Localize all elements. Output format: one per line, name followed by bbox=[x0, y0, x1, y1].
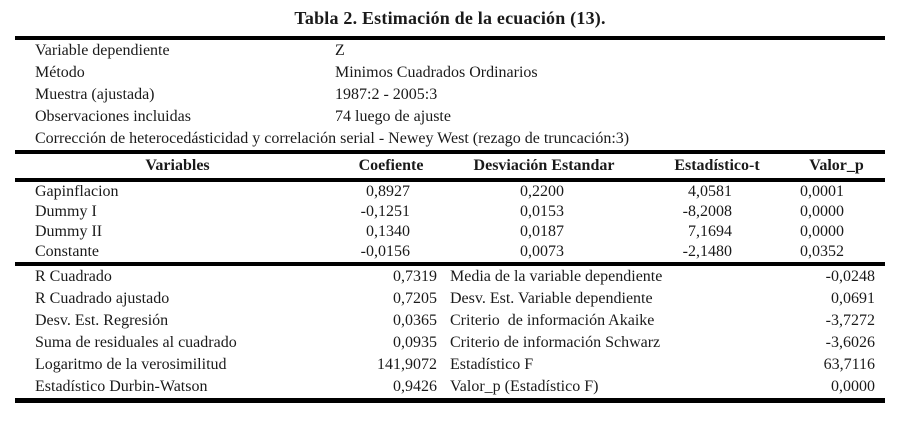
table-row-constante: Constante -0,0156 0,0073 -2,1480 0,0352 bbox=[15, 242, 885, 262]
cell-std-error: 0,0073 bbox=[520, 243, 564, 260]
cell-std-error: 0,0187 bbox=[520, 223, 564, 240]
rule-below-header bbox=[15, 178, 885, 182]
cell-t-stat: 4,0581 bbox=[688, 183, 732, 200]
summary-value-right: -3,7272 bbox=[825, 312, 875, 329]
table-row-dummy-2: Dummy II 0,1340 0,0187 7,1694 0,0000 bbox=[15, 222, 885, 242]
cell-variable: Gapinflacion bbox=[35, 183, 119, 200]
info-label: Método bbox=[35, 64, 85, 81]
summary-value-right: 63,7116 bbox=[823, 356, 875, 373]
info-label: Muestra (ajustada) bbox=[35, 86, 155, 103]
estimation-table: Tabla 2. Estimación de la ecuación (13).… bbox=[15, 0, 885, 403]
cell-t-stat: 7,1694 bbox=[688, 223, 732, 240]
summary-value-left: 0,9426 bbox=[393, 378, 437, 395]
summary-row-r-squared: R Cuadrado 0,7319 Media de la variable d… bbox=[15, 266, 885, 288]
summary-label-left: Suma de residuales al cuadrado bbox=[35, 334, 237, 351]
cell-coefficient: 0,8927 bbox=[366, 183, 410, 200]
cell-coefficient: 0,1340 bbox=[366, 223, 410, 240]
summary-value-left: 141,9072 bbox=[377, 356, 437, 373]
cell-variable: Constante bbox=[35, 243, 99, 260]
cell-variable: Dummy I bbox=[35, 203, 97, 220]
summary-label-left: Estadístico Durbin-Watson bbox=[35, 378, 208, 395]
table-row-dummy-1: Dummy I -0,1251 0,0153 -8,2008 0,0000 bbox=[15, 202, 885, 222]
rule-bottom bbox=[15, 398, 885, 403]
summary-label-left: R Cuadrado bbox=[35, 268, 112, 285]
cell-std-error: 0,0153 bbox=[520, 203, 564, 220]
summary-label-left: Logaritmo de la verosimilitud bbox=[35, 356, 227, 373]
table-title: Tabla 2. Estimación de la ecuación (13). bbox=[294, 7, 606, 28]
summary-value-right: 0,0691 bbox=[831, 290, 875, 307]
cell-p-value: 0,0352 bbox=[800, 243, 844, 260]
summary-value-left: 0,7319 bbox=[393, 268, 437, 285]
summary-label-right: Criterio de información Schwarz bbox=[450, 334, 661, 351]
info-value: 74 luego de ajuste bbox=[335, 108, 451, 125]
summary-value-left: 0,0365 bbox=[393, 312, 437, 329]
cell-t-stat: -2,1480 bbox=[682, 243, 732, 260]
cell-t-stat: -8,2008 bbox=[682, 203, 732, 220]
summary-row-ssr: Suma de residuales al cuadrado 0,0935 Cr… bbox=[15, 332, 885, 354]
info-row-dependent-variable: Variable dependiente Z bbox=[15, 40, 885, 62]
summary-value-right: -0,0248 bbox=[825, 268, 875, 285]
info-note-newey-west: Corrección de heterocedásticidad y corre… bbox=[35, 130, 630, 147]
cell-variable: Dummy II bbox=[35, 223, 103, 240]
rule-top bbox=[15, 36, 885, 40]
info-label: Observaciones incluidas bbox=[35, 108, 191, 125]
col-header-std-error: Desviación Estandar bbox=[473, 157, 615, 174]
summary-value-left: 0,0935 bbox=[393, 334, 437, 351]
rule-above-header bbox=[15, 150, 885, 154]
col-header-t-stat: Estadístico-t bbox=[674, 157, 760, 174]
cell-p-value: 0,0000 bbox=[800, 223, 844, 240]
summary-value-left: 0,7205 bbox=[393, 290, 437, 307]
summary-label-right: Desv. Est. Variable dependiente bbox=[450, 290, 653, 307]
summary-label-right: Media de la variable dependiente bbox=[450, 268, 663, 285]
col-header-coefficient: Coefiente bbox=[358, 157, 424, 174]
summary-label-right: Criterio de información Akaike bbox=[450, 312, 655, 329]
info-row-method: Método Minimos Cuadrados Ordinarios bbox=[15, 62, 885, 84]
coef-header-row: Variables Coefiente Desviación Estandar … bbox=[15, 154, 885, 178]
info-value: Minimos Cuadrados Ordinarios bbox=[335, 64, 538, 81]
info-label: Variable dependiente bbox=[35, 42, 170, 59]
summary-row-se-regression: Desv. Est. Regresión 0,0365 Criterio de … bbox=[15, 310, 885, 332]
info-row-observations: Observaciones incluidas 74 luego de ajus… bbox=[15, 106, 885, 128]
info-value: Z bbox=[335, 42, 345, 59]
summary-label-right: Valor_p (Estadístico F) bbox=[450, 378, 599, 395]
col-header-variables: Variables bbox=[145, 157, 210, 174]
table-row-gapinflacion: Gapinflacion 0,8927 0,2200 4,0581 0,0001 bbox=[15, 182, 885, 202]
summary-label-left: R Cuadrado ajustado bbox=[35, 290, 170, 307]
info-row-sample: Muestra (ajustada) 1987:2 - 2005:3 bbox=[15, 84, 885, 106]
summary-label-right: Estadístico F bbox=[450, 356, 534, 373]
summary-value-right: -3,6026 bbox=[825, 334, 875, 351]
summary-row-durbin-watson: Estadístico Durbin-Watson 0,9426 Valor_p… bbox=[15, 376, 885, 398]
cell-std-error: 0,2200 bbox=[520, 183, 564, 200]
summary-row-adj-r-squared: R Cuadrado ajustado 0,7205 Desv. Est. Va… bbox=[15, 288, 885, 310]
cell-p-value: 0,0001 bbox=[800, 183, 844, 200]
summary-row-log-likelihood: Logaritmo de la verosimilitud 141,9072 E… bbox=[15, 354, 885, 376]
summary-value-right: 0,0000 bbox=[831, 378, 875, 395]
col-header-p-value: Valor_p bbox=[809, 157, 864, 174]
summary-label-left: Desv. Est. Regresión bbox=[35, 312, 169, 329]
cell-coefficient: -0,0156 bbox=[360, 243, 410, 260]
cell-p-value: 0,0000 bbox=[800, 203, 844, 220]
rule-above-summary bbox=[15, 262, 885, 266]
cell-coefficient: -0,1251 bbox=[360, 203, 410, 220]
info-value: 1987:2 - 2005:3 bbox=[335, 86, 438, 103]
